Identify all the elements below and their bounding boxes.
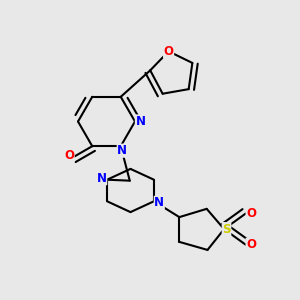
Text: S: S	[222, 223, 231, 236]
Text: O: O	[246, 207, 256, 220]
Text: N: N	[135, 115, 146, 128]
Text: N: N	[154, 196, 164, 209]
Text: O: O	[64, 149, 74, 162]
Text: N: N	[117, 144, 127, 157]
Text: N: N	[97, 172, 107, 185]
Text: O: O	[246, 238, 256, 251]
Text: O: O	[164, 45, 174, 58]
